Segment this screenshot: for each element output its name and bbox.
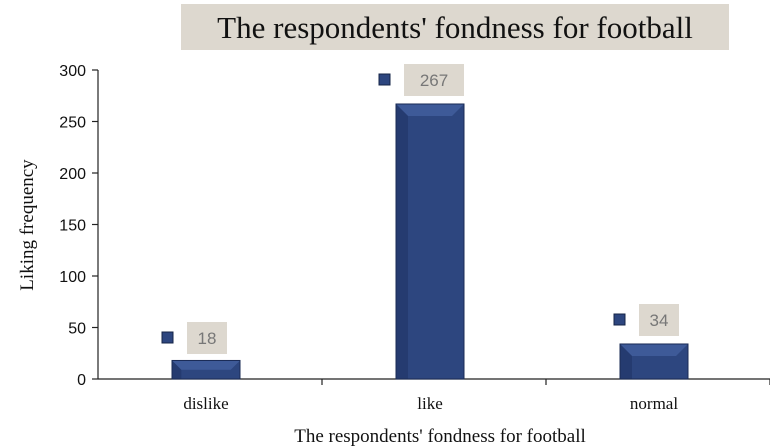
data-label-marker bbox=[378, 73, 391, 86]
chart-title-box bbox=[181, 4, 729, 50]
chart-title-group: The respondents' fondness for football bbox=[181, 4, 729, 50]
bar-bevel-left bbox=[620, 343, 632, 379]
y-tick-label: 50 bbox=[68, 321, 86, 338]
x-tick-label-like: like bbox=[417, 394, 443, 413]
y-tick-label: 200 bbox=[59, 166, 86, 183]
bar-bevel-left bbox=[396, 103, 408, 380]
bar-bevel-top bbox=[172, 360, 240, 370]
y-tick-label: 100 bbox=[59, 269, 86, 286]
data-label-dislike: 18 bbox=[161, 322, 227, 354]
data-label-box bbox=[404, 64, 464, 96]
bar-outline bbox=[171, 359, 241, 380]
data-label-value: 267 bbox=[420, 71, 448, 90]
bar-bevel-left bbox=[172, 360, 182, 379]
data-label-value: 34 bbox=[650, 311, 669, 330]
y-tick-label: 0 bbox=[77, 372, 86, 389]
x-axis: dislike like normal bbox=[98, 378, 770, 413]
bar-like bbox=[395, 103, 465, 380]
bar-outline bbox=[395, 103, 465, 380]
data-label-box bbox=[187, 322, 227, 354]
bar-dislike bbox=[171, 359, 241, 380]
bar-bevel-top bbox=[620, 343, 688, 356]
x-axis-title: The respondents' fondness for football bbox=[294, 426, 586, 447]
bar-outline bbox=[619, 343, 689, 380]
data-labels: 18 267 34 bbox=[161, 64, 679, 354]
x-tick-label-dislike: dislike bbox=[183, 394, 228, 413]
x-tick-label-normal: normal bbox=[630, 394, 678, 413]
y-tick-label: 150 bbox=[59, 218, 86, 235]
data-label-like: 267 bbox=[378, 64, 464, 96]
chart-title: The respondents' fondness for football bbox=[217, 10, 693, 45]
bar-bevel-top bbox=[396, 103, 464, 116]
bar-normal bbox=[619, 343, 689, 380]
data-label-box bbox=[639, 304, 679, 336]
bars bbox=[171, 103, 689, 380]
y-tick-label: 250 bbox=[59, 115, 86, 132]
y-axis-title: Liking frequency bbox=[17, 159, 38, 291]
data-label-marker bbox=[161, 331, 174, 344]
y-axis: 0 50 100 150 200 250 300 bbox=[59, 63, 99, 389]
data-label-value: 18 bbox=[198, 329, 217, 348]
y-tick-label: 300 bbox=[59, 63, 86, 80]
data-label-marker bbox=[613, 313, 626, 326]
data-label-normal: 34 bbox=[613, 304, 679, 336]
